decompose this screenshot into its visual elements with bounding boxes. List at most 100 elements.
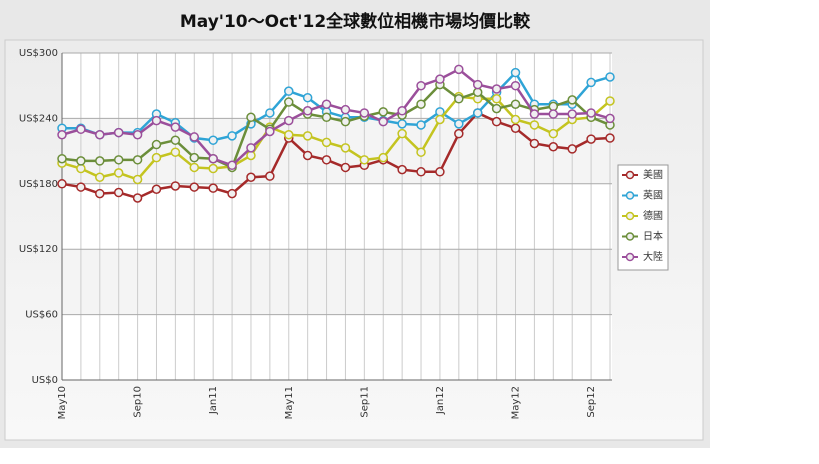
y-tick-label: US$60	[25, 310, 58, 321]
point	[510, 67, 521, 78]
point	[435, 74, 445, 84]
point	[227, 131, 237, 141]
point	[132, 155, 143, 165]
legend-marker	[625, 191, 635, 200]
point	[510, 80, 521, 91]
point	[435, 114, 445, 125]
legend-marker	[625, 252, 635, 262]
point	[284, 115, 294, 126]
point	[529, 109, 540, 119]
point	[170, 181, 181, 191]
point	[151, 152, 162, 163]
point	[170, 135, 181, 145]
point	[170, 147, 181, 157]
x-tick-label: Jan11	[208, 386, 219, 415]
y-tick-label: US$180	[19, 179, 58, 190]
point	[340, 104, 351, 115]
point	[170, 122, 181, 132]
point	[321, 155, 332, 165]
y-tick-label: US$0	[32, 375, 58, 386]
point	[416, 99, 426, 109]
chart-title: May'10～Oct'12全球數位相機市場均價比較	[180, 11, 531, 32]
legend-label: 美國	[643, 168, 663, 181]
x-tick-label: Sep10	[133, 386, 144, 418]
point	[95, 130, 105, 140]
point	[454, 64, 464, 75]
point	[227, 160, 237, 171]
point	[435, 167, 445, 177]
point	[605, 72, 615, 82]
y-tick-label: US$240	[19, 113, 58, 124]
point	[548, 128, 559, 139]
point	[454, 94, 464, 104]
point	[265, 126, 275, 137]
point	[208, 135, 218, 145]
point	[321, 137, 332, 148]
point	[567, 95, 577, 105]
point	[284, 86, 294, 96]
point	[132, 130, 143, 140]
point	[586, 77, 596, 88]
point	[76, 156, 86, 166]
point	[378, 107, 388, 117]
point	[208, 153, 218, 164]
point	[605, 133, 615, 143]
point	[510, 123, 521, 133]
point	[340, 143, 351, 153]
point	[189, 132, 200, 142]
legend-label: 德國	[643, 209, 663, 222]
point	[246, 112, 256, 123]
point	[113, 168, 124, 178]
point	[340, 116, 351, 127]
point	[302, 131, 313, 141]
point	[302, 92, 313, 103]
point	[605, 113, 615, 124]
point	[265, 108, 275, 118]
point	[284, 97, 294, 107]
point	[284, 130, 294, 140]
y-tick-label: US$300	[19, 48, 58, 59]
y-tick-label: US$120	[19, 244, 58, 255]
grid-band	[62, 249, 612, 315]
point	[491, 94, 502, 104]
point	[605, 96, 615, 106]
point	[340, 162, 351, 173]
point	[113, 155, 124, 165]
point	[472, 87, 483, 97]
point	[548, 101, 559, 112]
point	[57, 130, 67, 140]
point	[227, 188, 237, 199]
legend-label: 大陸	[643, 250, 663, 263]
point	[548, 141, 559, 152]
point	[510, 99, 521, 109]
point	[491, 103, 502, 114]
legend-marker	[625, 170, 635, 180]
point	[378, 152, 388, 163]
point	[246, 172, 256, 183]
x-tick-label: Jan12	[435, 386, 446, 415]
point	[491, 116, 502, 127]
point	[76, 163, 86, 174]
point	[95, 188, 105, 199]
point	[510, 114, 521, 125]
point	[416, 147, 426, 157]
point	[57, 179, 67, 189]
point	[454, 128, 464, 139]
legend-marker	[625, 211, 635, 221]
point	[321, 112, 332, 123]
point	[472, 108, 483, 118]
point	[359, 108, 370, 118]
point	[416, 167, 426, 177]
point	[151, 115, 162, 126]
x-tick-label: Sep11	[359, 386, 370, 418]
point	[472, 79, 483, 90]
point	[359, 155, 370, 165]
point	[586, 134, 596, 144]
point	[57, 153, 67, 164]
legend-marker	[625, 232, 635, 241]
point	[189, 162, 200, 173]
point	[113, 127, 124, 138]
point	[151, 139, 162, 150]
